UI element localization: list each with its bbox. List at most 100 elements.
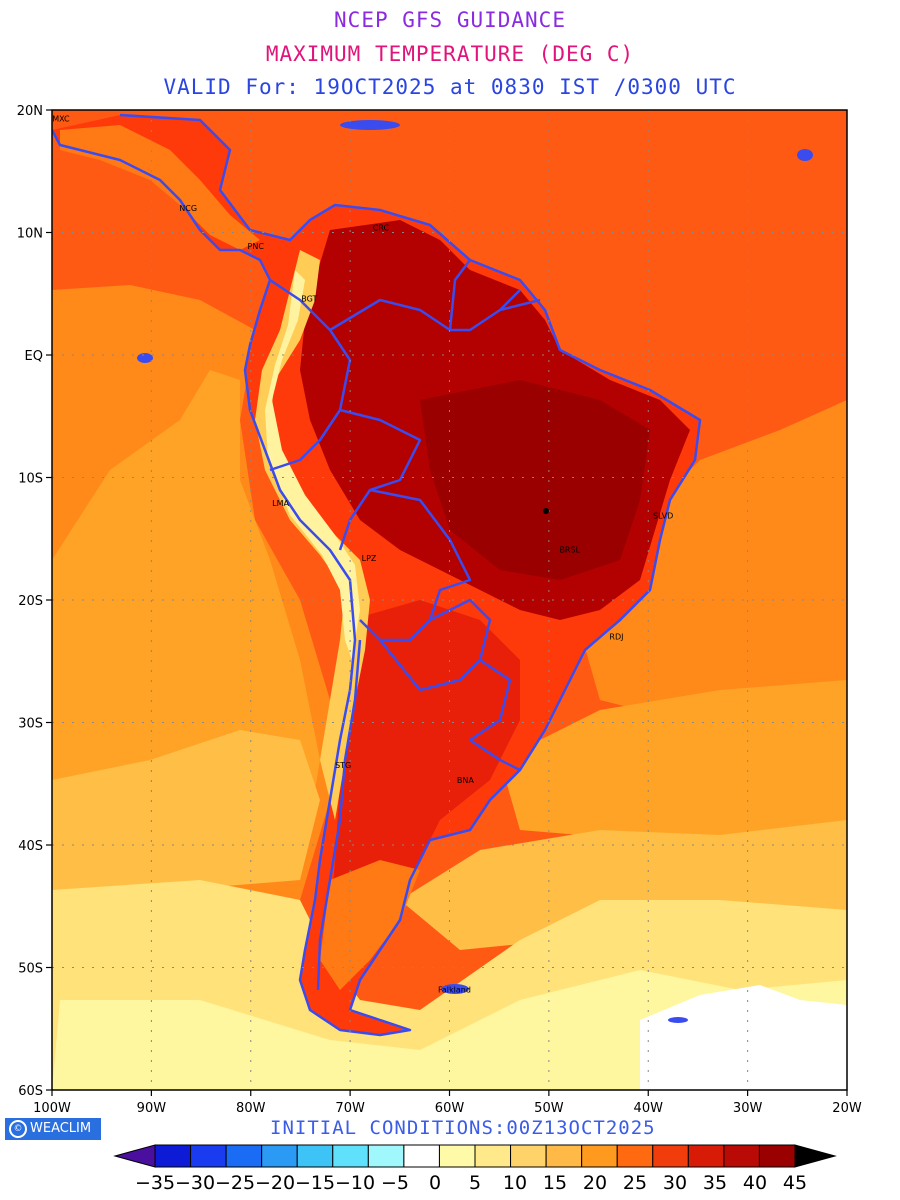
colorbar-label: 15: [543, 1172, 567, 1194]
colorbar-bin: [474, 1144, 512, 1168]
colorbar-bin: [581, 1144, 618, 1168]
colorbar-bin: [616, 1144, 654, 1168]
colorbar-bin: [154, 1144, 192, 1168]
colorbar-arrow-high: [794, 1144, 837, 1168]
chart-title: NCEP GFS GUIDANCE: [334, 8, 566, 32]
border-line: [499, 298, 541, 312]
colorbar-bin: [403, 1144, 440, 1168]
lon-tick-label: 60W: [435, 1101, 465, 1116]
andes-peak-ridge: [265, 270, 360, 660]
chart-subtitle: MAXIMUM TEMPERATURE (DEG C): [265, 42, 635, 66]
valid-time: VALID For: 19OCT2025 at 0830 IST /0300 U…: [163, 75, 737, 99]
ocean-band-20: [500, 680, 847, 840]
colorbar-label: −35: [135, 1172, 175, 1194]
country-borders: [52, 113, 702, 1037]
axis-ticks: 100W 90W 80W 70W 60W 50W 40W 30W 20W 20N 10N EQ 10S 2…: [17, 104, 862, 1116]
graticule: [52, 110, 847, 1090]
colorbar-bin: [545, 1144, 583, 1168]
city-label: BRSL: [559, 546, 580, 555]
lat-tick-label: 10N: [17, 227, 43, 242]
brand-name: WEACLIM: [30, 1121, 92, 1136]
city-label: Falkland: [438, 985, 471, 994]
city-label: NCG: [179, 204, 197, 213]
initial-conditions: INITIAL CONDITIONS:00Z13OCT2025: [270, 1117, 656, 1139]
lon-tick-label: 90W: [137, 1101, 167, 1116]
colorbar-label: −30: [175, 1172, 215, 1194]
border-line: [448, 259, 471, 331]
brazil-peak-zone: [420, 380, 650, 580]
colorbar-label: −25: [215, 1172, 255, 1194]
colorbar-bin: [652, 1144, 689, 1168]
ocean-band-25: [560, 400, 847, 710]
falkland-islands: [441, 984, 469, 994]
lat-tick-label: EQ: [25, 349, 43, 364]
colorbar-label: −15: [295, 1172, 335, 1194]
city-label: LMA: [272, 499, 289, 508]
border-line: [316, 639, 362, 991]
ocean-band-15: [52, 730, 320, 900]
city-label: STG: [335, 761, 351, 770]
lon-tick-label: 80W: [236, 1101, 266, 1116]
lat-tick-label: 40S: [18, 839, 43, 854]
lon-tick-label: 100W: [33, 1101, 71, 1116]
colorbar-label: −5: [381, 1172, 409, 1194]
south-georgia: [668, 1017, 688, 1023]
colorbar-label: 10: [503, 1172, 527, 1194]
colorbar-bin: [367, 1144, 405, 1168]
colorbar-bin: [438, 1144, 476, 1168]
lon-tick-label: 30W: [733, 1101, 763, 1116]
border-line: [469, 738, 521, 772]
lat-tick-label: 10S: [18, 472, 43, 487]
galapagos-islands: [137, 353, 153, 363]
colorbar-label: 30: [663, 1172, 687, 1194]
lon-tick-label: 70W: [335, 1101, 365, 1116]
copyright-icon: ©: [9, 1119, 27, 1138]
colorbar-label: 40: [743, 1172, 767, 1194]
colorbar-bin: [332, 1144, 369, 1168]
lon-tick-label: 20W: [832, 1101, 862, 1116]
city-labels: MXC NCG PNC CRC BGT LMA LPZ SLVD BRSL RDJ STG BNA Fa…: [52, 114, 673, 994]
patagonia-cool: [320, 860, 420, 990]
lat-tick-label: 20S: [18, 594, 43, 609]
lat-tick-label: 20N: [17, 104, 43, 119]
colorbar-label: 0: [429, 1172, 441, 1194]
colorbar-bin: [225, 1144, 263, 1168]
brasilia-marker: [543, 508, 549, 514]
lat-tick-label: 30S: [18, 717, 43, 732]
caribbean-island: [340, 120, 400, 130]
city-label: BGT: [301, 294, 317, 303]
colorbar-bin: [758, 1144, 796, 1168]
city-label: RDJ: [609, 633, 623, 642]
colorbar-label: 20: [583, 1172, 607, 1194]
colorbar-bin: [723, 1144, 760, 1168]
colorbar-arrow-low: [113, 1144, 156, 1168]
colorbar-label: 25: [623, 1172, 647, 1194]
ice-cap: [640, 985, 847, 1090]
lon-tick-label: 50W: [534, 1101, 564, 1116]
border-line: [469, 658, 512, 742]
coastline: [52, 113, 702, 1037]
city-label: CRC: [373, 223, 390, 232]
colorbar-label: −20: [255, 1172, 295, 1194]
colorbar-label: 5: [469, 1172, 481, 1194]
city-label: BNA: [457, 776, 474, 785]
islands: [137, 120, 813, 1023]
city-label: LPZ: [362, 554, 377, 563]
lon-tick-label: 40W: [634, 1101, 664, 1116]
city-label: SLVD: [653, 511, 673, 520]
lat-tick-label: 60S: [18, 1084, 43, 1099]
colorbar-bin: [687, 1144, 725, 1168]
colorbar-label: 35: [703, 1172, 727, 1194]
city-label: MXC: [52, 114, 70, 123]
colorbar: −35 −30 −25 −20 −15 −10 −5 0 5 10 15 20 25 30 35 40 45: [113, 1144, 837, 1194]
colorbar-label: −10: [335, 1172, 375, 1194]
colorbar-bin: [510, 1144, 547, 1168]
colorbar-label: 45: [783, 1172, 807, 1194]
city-label: PNC: [248, 242, 265, 251]
colorbar-bin: [190, 1144, 227, 1168]
lat-tick-label: 50S: [18, 962, 43, 977]
colorbar-bin: [261, 1144, 298, 1168]
caribbean-island: [797, 149, 813, 161]
weaclim-logo: © WEACLIM: [5, 1118, 101, 1140]
